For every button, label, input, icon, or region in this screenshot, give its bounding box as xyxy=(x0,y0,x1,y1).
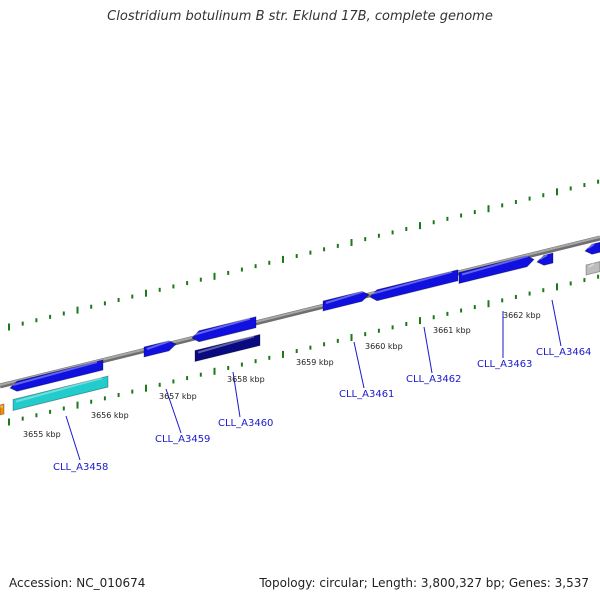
leader-line-0 xyxy=(65,415,81,461)
gene-arrow-a[interactable] xyxy=(143,340,177,358)
gene-cll-a3464-upper[interactable] xyxy=(584,241,600,255)
gene-cll-a3462[interactable] xyxy=(369,269,459,302)
gene-label-cll-a3460[interactable]: CLL_A3460 xyxy=(218,418,273,429)
gene-cll-a3458-upper-highlight xyxy=(12,361,98,386)
leader-line-2 xyxy=(232,371,241,418)
gene-cll-a3459-highlight xyxy=(194,317,251,336)
scale-label-3658: 3658 kbp xyxy=(227,375,265,384)
scale-label-3655: 3655 kbp xyxy=(23,430,61,439)
inner-tick-row xyxy=(8,274,600,426)
gene-cll-a3458-highlight xyxy=(15,377,103,403)
gene-label-cll-a3461[interactable]: CLL_A3461 xyxy=(339,389,394,400)
gene-cll-a3463[interactable] xyxy=(458,255,535,285)
scale-labels: 3655 kbp 3656 kbp 3657 kbp 3658 kbp 3659… xyxy=(23,311,541,439)
gene-label-cll-a3463[interactable]: CLL_A3463 xyxy=(477,359,532,370)
genome-summary-text: Topology: circular; Length: 3,800,327 bp… xyxy=(259,576,589,590)
gene-cll-a3461-highlight xyxy=(325,290,364,304)
label-leaders xyxy=(65,299,562,461)
outer-tick-row xyxy=(8,179,600,331)
gene-cll-a3462-highlight xyxy=(372,270,453,295)
map-title: Clostridium botulinum B str. Eklund 17B,… xyxy=(107,9,493,24)
leader-line-1 xyxy=(165,388,182,434)
scale-label-3656: 3656 kbp xyxy=(91,411,129,420)
gene-cll-a3458-upper[interactable] xyxy=(9,359,104,392)
gene-arrow-b[interactable] xyxy=(536,252,554,266)
gene-cll-a3460-highlight xyxy=(197,335,255,354)
gene-cll-a3461[interactable] xyxy=(322,290,370,312)
gene-label-cll-a3459[interactable]: CLL_A3459 xyxy=(155,434,210,445)
scale-label-3661: 3661 kbp xyxy=(433,326,471,335)
gene-gray-highlight xyxy=(588,262,595,268)
gene-label-cll-a3458[interactable]: CLL_A3458 xyxy=(53,462,108,473)
gene-orange-highlight xyxy=(0,405,4,408)
scale-label-3659: 3659 kbp xyxy=(296,358,334,367)
scale-label-3657: 3657 kbp xyxy=(159,392,197,401)
leader-line-6 xyxy=(551,299,562,347)
gene-arrow-a-highlight xyxy=(146,340,171,350)
leader-line-4 xyxy=(423,326,433,374)
leader-line-3 xyxy=(353,341,365,389)
gene-labels: CLL_A3458 CLL_A3459 CLL_A3460 CLL_A3461 … xyxy=(53,347,591,473)
gene-gray[interactable] xyxy=(585,261,600,276)
gene-label-cll-a3464[interactable]: CLL_A3464 xyxy=(536,347,591,358)
gene-cll-a3463-highlight xyxy=(461,255,529,276)
gene-arrow-b-highlight xyxy=(539,254,548,260)
gene-cll-a3464-upper-highlight xyxy=(587,243,595,249)
gene-track xyxy=(0,241,600,416)
gene-orange[interactable] xyxy=(0,403,5,416)
accession-text: Accession: NC_010674 xyxy=(9,576,146,590)
gene-label-cll-a3462[interactable]: CLL_A3462 xyxy=(406,374,461,385)
gene-cll-a3459[interactable] xyxy=(191,316,257,343)
gene-cll-a3460[interactable] xyxy=(194,333,261,363)
scale-label-3662: 3662 kbp xyxy=(503,311,541,320)
gene-cll-a3458[interactable] xyxy=(12,375,109,412)
scale-label-3660: 3660 kbp xyxy=(365,342,403,351)
